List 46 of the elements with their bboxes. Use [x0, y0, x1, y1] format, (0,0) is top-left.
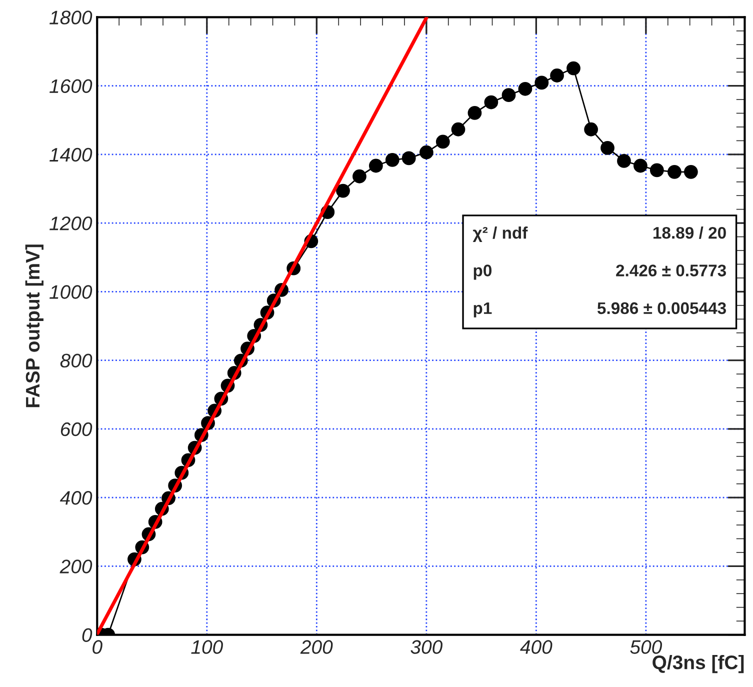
y-tick-label: 1200: [50, 216, 92, 230]
annotation: 18.89 / 20: [654, 226, 726, 239]
y-tick-label: 800: [60, 354, 92, 368]
y-tick-label: 0: [82, 628, 92, 642]
point: [518, 82, 532, 96]
point: [352, 169, 366, 184]
point: [650, 163, 664, 178]
point: [566, 61, 580, 76]
annotation: 2.426 ± 0.5773: [616, 264, 726, 276]
x-tick-label: 300: [410, 640, 442, 654]
annotation: p0: [474, 264, 492, 280]
y-tick-label: 400: [60, 491, 92, 505]
y-tick-label: 1400: [50, 148, 92, 162]
point: [402, 151, 416, 166]
y-tick-label: 1600: [50, 79, 92, 94]
point: [550, 68, 564, 82]
point: [468, 106, 482, 120]
x-tick-label: 100: [191, 640, 223, 654]
y-tick-label: 600: [60, 422, 92, 436]
y-tick-label: 1800: [50, 10, 92, 24]
point: [368, 158, 383, 173]
annotation: χ² / ndf: [472, 226, 528, 242]
x-tick-label: 500: [630, 640, 662, 654]
point: [451, 122, 466, 136]
point: [385, 152, 400, 167]
annotation: p1: [474, 302, 492, 318]
y-tick-label: 200: [60, 560, 92, 574]
point: [336, 184, 350, 198]
point: [534, 76, 549, 90]
x-axis-title: Q/3ns [fC]: [652, 654, 744, 674]
point: [600, 140, 614, 155]
x-tick-label: 200: [300, 640, 333, 654]
point: [584, 122, 598, 136]
point: [668, 164, 682, 179]
point: [419, 145, 434, 160]
point: [436, 134, 450, 149]
annotation: 5.986 ± 0.005443: [597, 302, 726, 314]
point: [502, 88, 516, 102]
x-tick-label: 400: [520, 640, 552, 654]
point: [617, 154, 631, 168]
point: [634, 158, 648, 173]
point: [484, 95, 498, 110]
x-tick-label: 0: [92, 640, 102, 654]
point: [684, 164, 698, 179]
y-axis-title: FASP output [mV]: [25, 244, 44, 408]
y-tick-label: 1000: [50, 285, 92, 299]
